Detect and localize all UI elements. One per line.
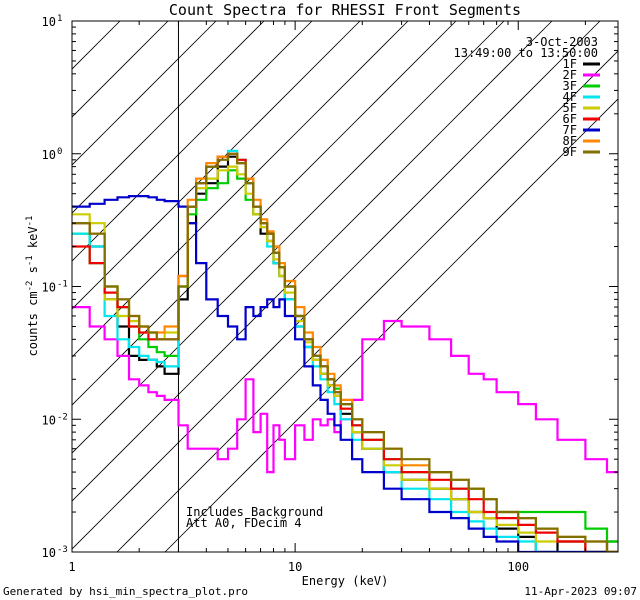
hatch-line bbox=[72, 21, 169, 118]
hatch-line bbox=[164, 98, 618, 552]
legend-label-8F: 8F bbox=[563, 134, 577, 148]
hatch-line bbox=[72, 21, 601, 550]
y-tick-label: 10 bbox=[42, 15, 56, 29]
hatch-line bbox=[116, 50, 618, 552]
legend-label-3F: 3F bbox=[563, 79, 577, 93]
info-time-range: 13:49:00 to 13:50:00 bbox=[454, 46, 599, 60]
y-tick-label: 10 bbox=[42, 413, 56, 427]
info-date: 3-Oct-2003 bbox=[526, 35, 598, 49]
y-tick-label: 10 bbox=[42, 148, 56, 162]
y-tick-exponent: -1 bbox=[57, 280, 68, 290]
footer-generated-by: Generated by hsi_min_spectra_plot.pro bbox=[3, 585, 248, 598]
annotation-attenuator: Att A0, FDecim 4 bbox=[186, 516, 302, 530]
x-tick-label: 100 bbox=[507, 560, 529, 574]
hatch-line bbox=[72, 21, 265, 214]
hatch-line bbox=[72, 21, 313, 262]
legend-label-9F: 9F bbox=[563, 145, 577, 159]
hatched-region bbox=[72, 21, 618, 552]
y-tick-label: 10 bbox=[42, 281, 56, 295]
chart-title: Count Spectra for RHESSI Front Segments bbox=[169, 1, 521, 19]
footer-timestamp: 11-Apr-2023 09:07 bbox=[524, 585, 637, 598]
series-7F bbox=[72, 195, 618, 552]
hatch-line bbox=[72, 21, 505, 454]
y-tick-exponent: 0 bbox=[57, 147, 62, 157]
legend-label-5F: 5F bbox=[563, 101, 577, 115]
hatch-line bbox=[72, 21, 217, 166]
y-tick-exponent: -2 bbox=[57, 412, 68, 422]
series-lines bbox=[72, 149, 618, 552]
series-2F bbox=[72, 306, 618, 474]
y-tick-exponent: -3 bbox=[57, 545, 68, 555]
y-axis-label: counts cm-2 s-1 keV-1 bbox=[25, 216, 40, 357]
y-tick-exponent: 1 bbox=[57, 14, 62, 24]
hatch-line bbox=[72, 21, 409, 358]
legend-label-6F: 6F bbox=[563, 112, 577, 126]
x-tick-label: 1 bbox=[68, 560, 75, 574]
legend-label-4F: 4F bbox=[563, 90, 577, 104]
series-9F bbox=[72, 152, 618, 552]
hatch-line bbox=[72, 21, 457, 406]
legend-label-2F: 2F bbox=[563, 68, 577, 82]
x-tick-label: 10 bbox=[288, 560, 302, 574]
x-axis-label: Energy (keV) bbox=[302, 574, 389, 588]
axis-ticks bbox=[71, 20, 618, 553]
hatch-line bbox=[72, 21, 361, 310]
legend-label-1F: 1F bbox=[563, 57, 577, 71]
y-tick-label: 10 bbox=[42, 546, 56, 560]
annotation-background: Includes Background bbox=[186, 505, 323, 519]
legend-label-7F: 7F bbox=[563, 123, 577, 137]
